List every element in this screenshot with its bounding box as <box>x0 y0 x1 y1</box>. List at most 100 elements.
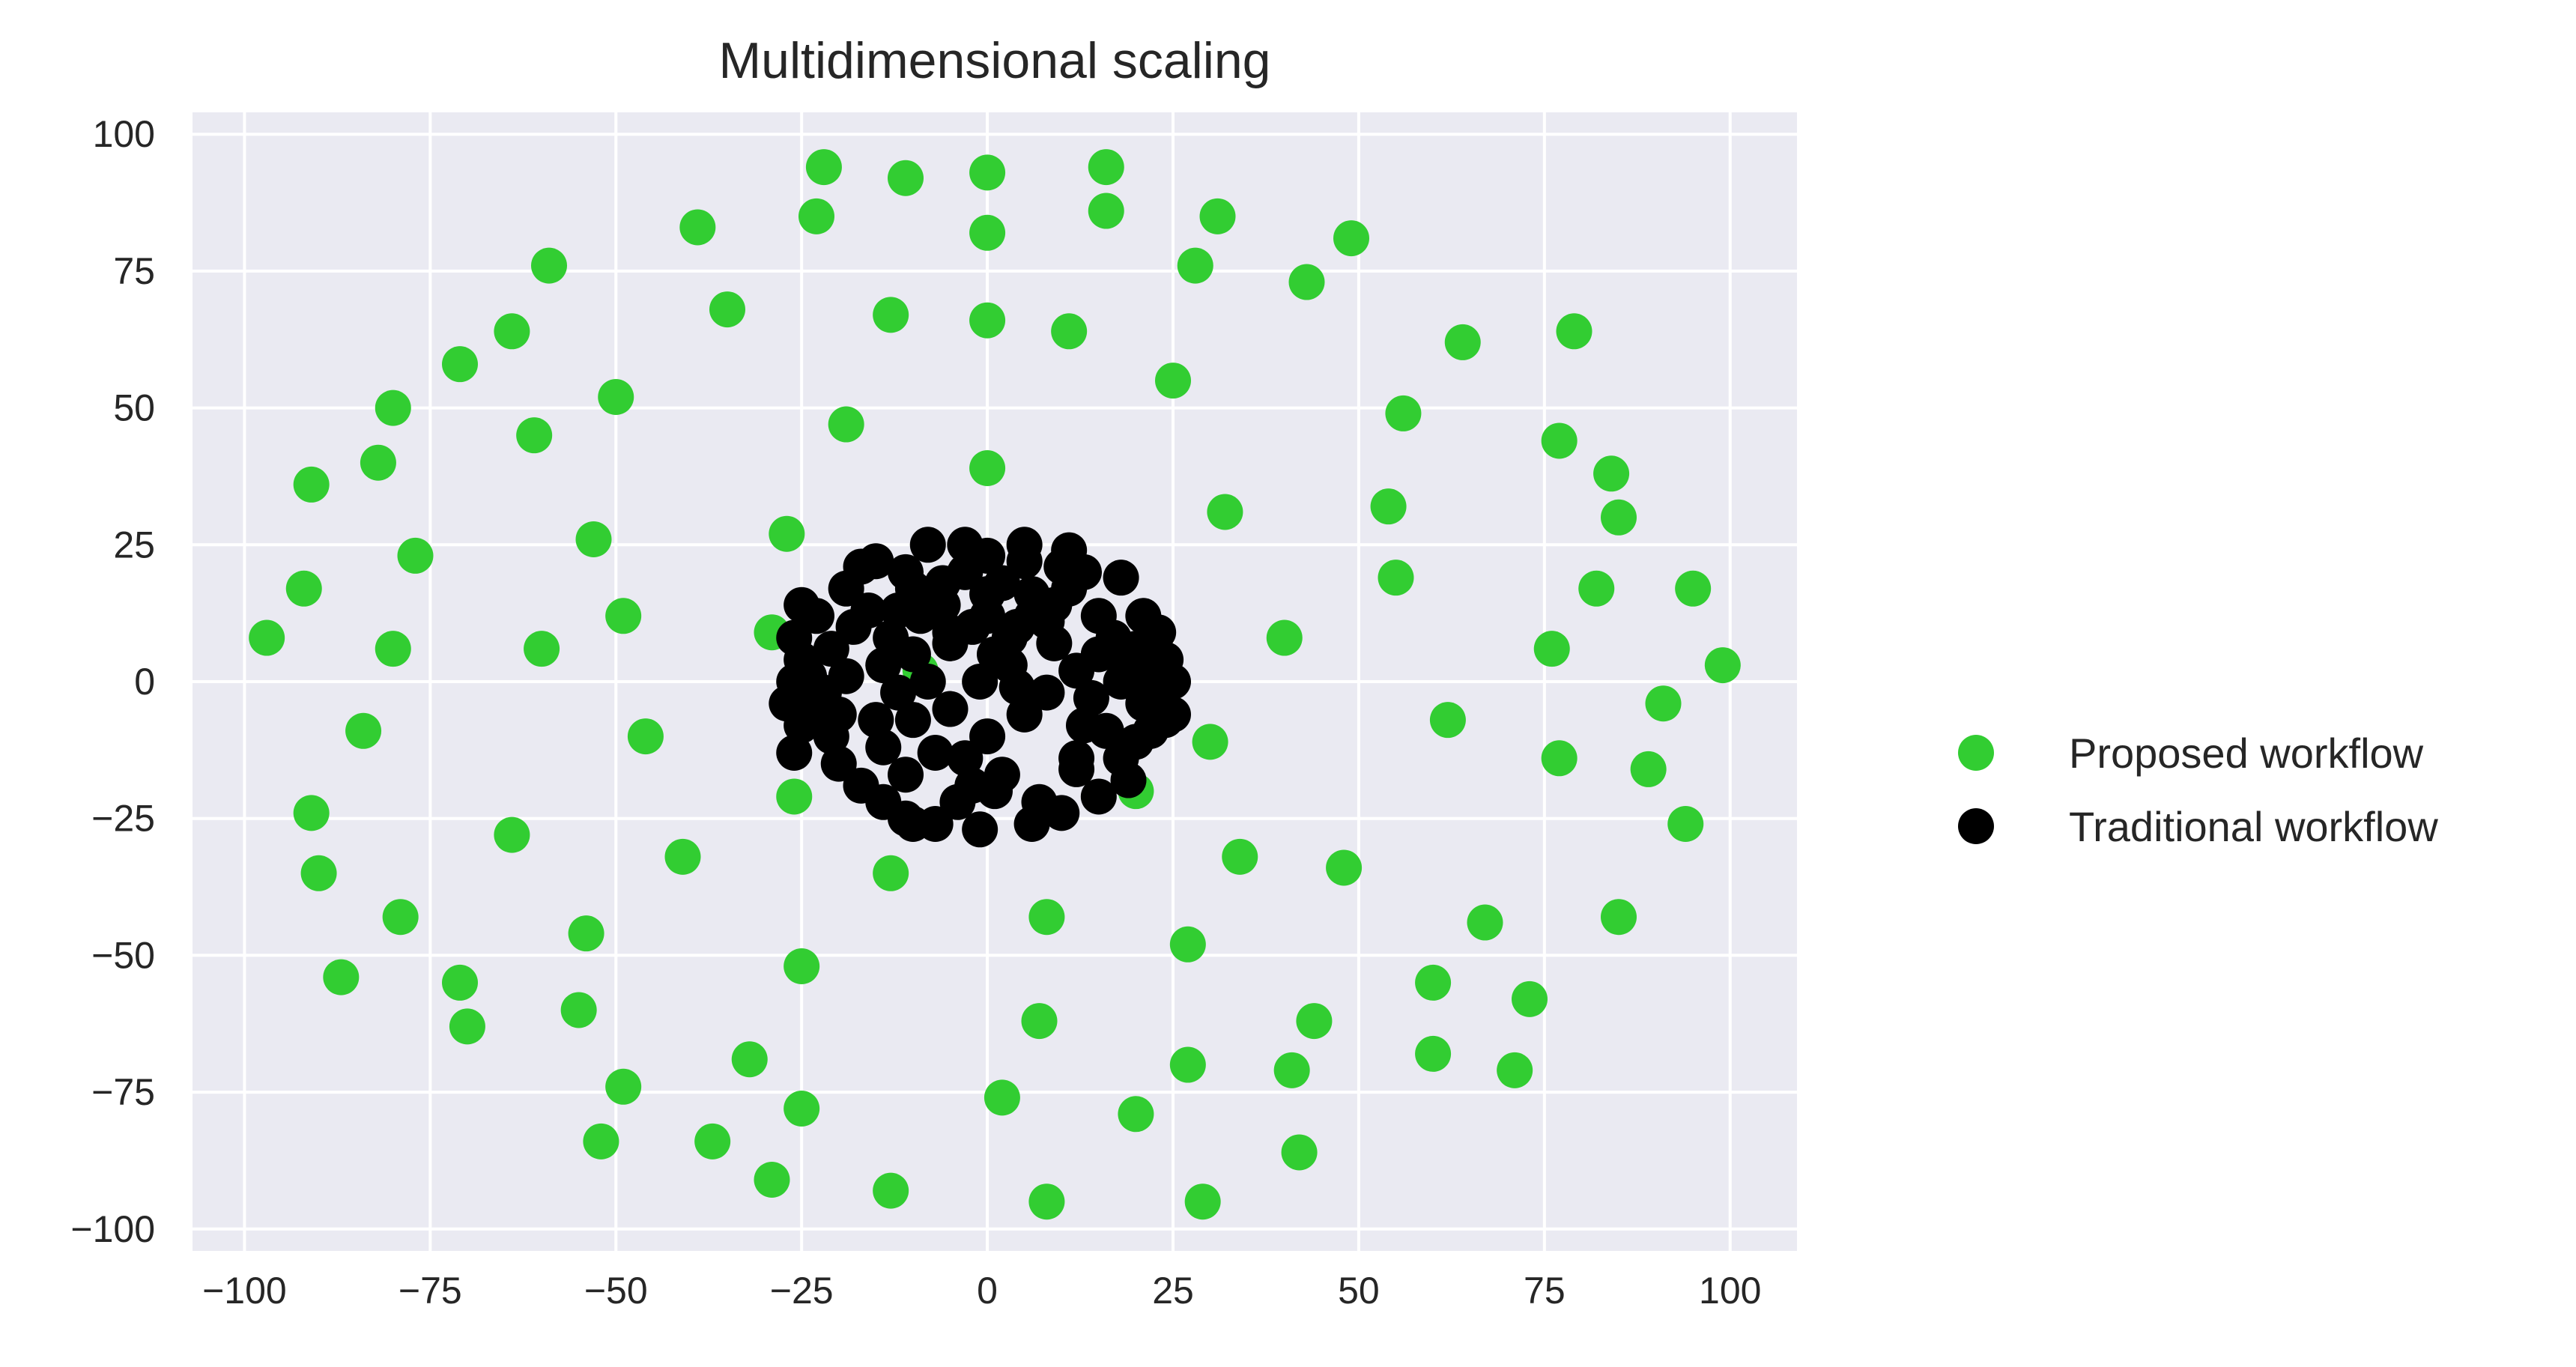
data-point <box>888 160 924 196</box>
data-point <box>1370 488 1407 525</box>
data-point <box>1578 570 1615 607</box>
x-tick-label: 50 <box>1338 1270 1380 1312</box>
y-tick-label: −50 <box>91 934 155 976</box>
legend-marker <box>1958 808 1994 844</box>
data-point <box>1630 751 1667 787</box>
x-tick-label: 75 <box>1524 1270 1566 1312</box>
data-point <box>873 1172 909 1209</box>
data-point <box>894 636 931 673</box>
data-point <box>1080 778 1117 815</box>
data-point <box>858 702 894 739</box>
data-point <box>293 795 330 831</box>
data-point <box>984 565 1020 601</box>
x-tick-label: 25 <box>1152 1270 1194 1312</box>
data-point <box>880 674 917 711</box>
data-point <box>345 712 382 749</box>
data-point <box>1155 664 1191 700</box>
data-point <box>1051 313 1088 350</box>
x-tick-label: 0 <box>977 1270 998 1312</box>
legend-label: Proposed workflow <box>2069 730 2424 777</box>
data-point <box>293 466 330 503</box>
data-point <box>1326 849 1363 886</box>
data-point <box>1036 625 1073 661</box>
data-point <box>1177 247 1213 284</box>
data-point <box>1601 499 1637 536</box>
data-point <box>360 444 396 481</box>
data-point <box>1155 696 1191 733</box>
data-point <box>1281 1134 1318 1171</box>
data-point <box>249 619 285 656</box>
y-tick-label: −100 <box>70 1208 155 1250</box>
data-point <box>1028 1183 1065 1220</box>
data-point <box>598 379 634 415</box>
data-point <box>1118 1096 1154 1133</box>
x-tick-label: −25 <box>770 1270 834 1312</box>
data-point <box>776 778 813 815</box>
data-point <box>442 346 478 383</box>
data-point <box>679 209 716 246</box>
legend-marker <box>1958 735 1994 771</box>
data-point <box>962 811 998 848</box>
data-point <box>998 669 1035 706</box>
data-point <box>969 718 1006 755</box>
data-point <box>1140 614 1177 651</box>
data-point <box>575 521 612 557</box>
data-point <box>1333 220 1369 257</box>
data-point <box>1266 619 1303 656</box>
data-point <box>1088 712 1124 749</box>
data-point <box>932 691 969 727</box>
data-point <box>969 214 1006 251</box>
data-point <box>1288 264 1325 300</box>
data-point <box>627 718 664 755</box>
data-point <box>524 631 560 667</box>
data-point <box>1415 964 1452 1001</box>
data-point <box>969 537 1006 574</box>
data-point <box>1155 363 1191 399</box>
data-point <box>1541 740 1578 777</box>
data-point <box>1541 422 1578 459</box>
data-point <box>850 592 887 628</box>
data-point <box>917 735 954 771</box>
data-point <box>984 1079 1020 1116</box>
data-point <box>865 729 902 766</box>
data-point <box>1058 740 1095 777</box>
data-point <box>798 198 834 234</box>
y-tick-label: 0 <box>134 661 155 703</box>
data-point <box>1199 198 1236 234</box>
data-point <box>754 1162 790 1198</box>
data-point <box>375 631 411 667</box>
data-point <box>873 297 909 333</box>
data-point <box>828 406 864 443</box>
data-point <box>605 1068 642 1105</box>
data-point <box>858 543 894 580</box>
data-point <box>784 1091 820 1127</box>
data-point <box>1088 193 1124 229</box>
y-tick-label: −75 <box>91 1071 155 1113</box>
data-point <box>820 745 857 782</box>
data-point <box>382 899 419 936</box>
y-tick-label: 50 <box>113 387 155 429</box>
data-point <box>560 992 597 1028</box>
data-point <box>1222 838 1258 875</box>
data-point <box>568 915 604 952</box>
data-point <box>1415 1035 1452 1072</box>
data-point <box>709 291 745 328</box>
data-point <box>1066 554 1102 590</box>
data-point <box>917 806 954 842</box>
data-point <box>1169 1046 1206 1083</box>
data-point <box>731 1041 768 1078</box>
data-point <box>984 757 1020 793</box>
data-point <box>1444 324 1481 360</box>
data-point <box>694 1123 731 1160</box>
data-point <box>1467 904 1503 941</box>
data-point <box>1556 313 1592 350</box>
data-point <box>1378 560 1414 596</box>
legend: Proposed workflow Traditional workflow <box>1958 730 2438 850</box>
data-point <box>969 598 1006 634</box>
data-point <box>1704 647 1741 684</box>
data-point <box>805 149 842 186</box>
data-point <box>1593 455 1630 492</box>
x-tick-label: −50 <box>584 1270 648 1312</box>
data-point <box>664 838 701 875</box>
